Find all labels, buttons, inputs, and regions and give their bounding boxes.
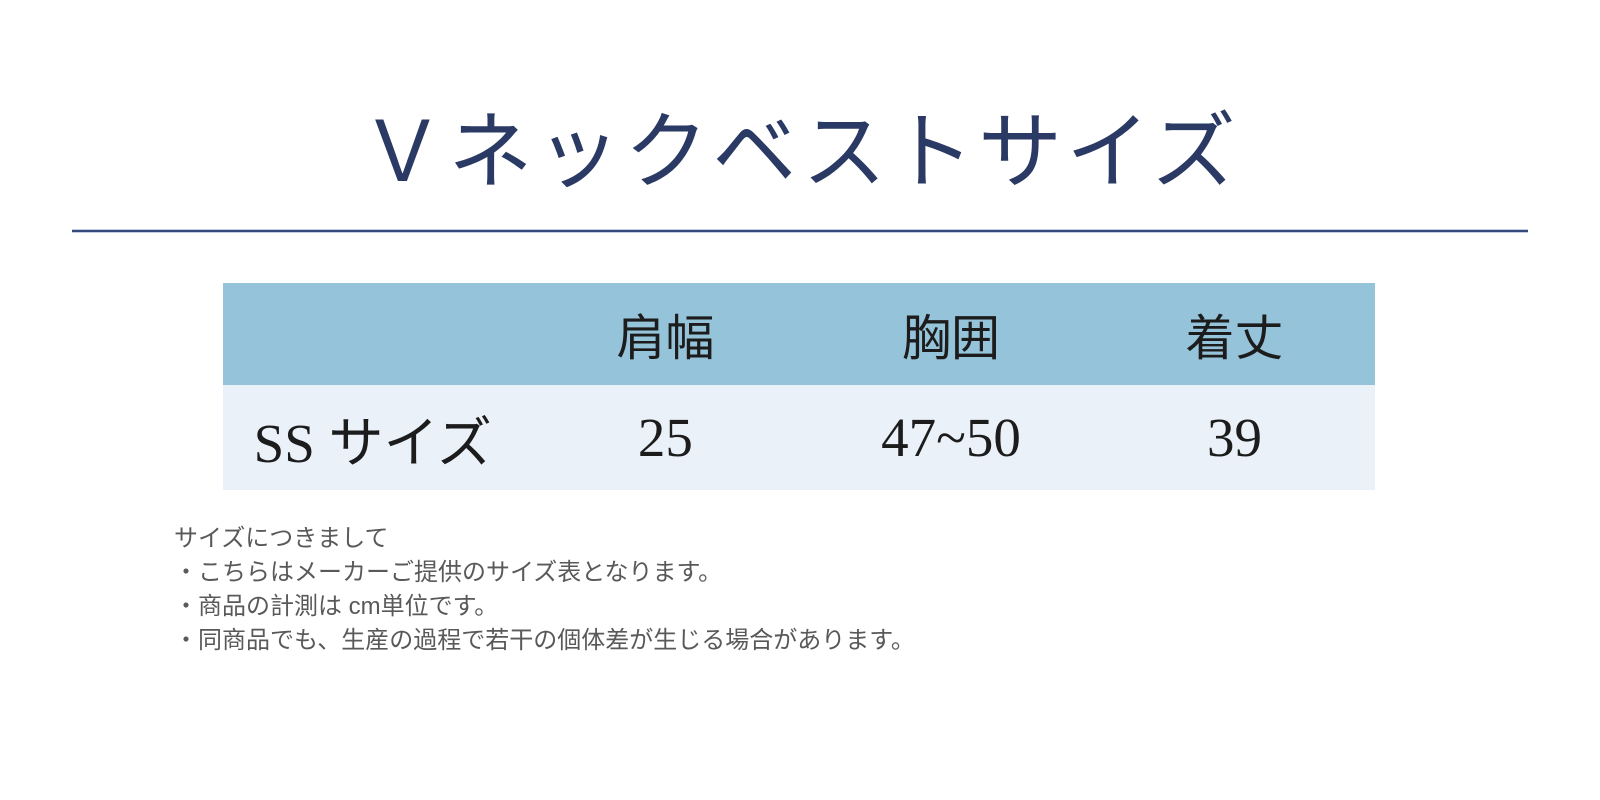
size-label-cell: SS サイズ — [223, 385, 523, 490]
title-divider — [72, 230, 1528, 232]
table-row: SS サイズ 25 47~50 39 — [223, 385, 1375, 490]
size-table-body: SS サイズ 25 47~50 39 — [223, 385, 1375, 490]
note-item-variance: ・同商品でも、生産の過程で若干の個体差が生じる場合があります。 — [174, 627, 915, 654]
note-item-cm-unit: ・商品の計測は cm単位です。 — [174, 593, 499, 620]
header-cell-shoulder-width: 肩幅 — [522, 283, 809, 385]
size-table: 肩幅 胸囲 着丈 SS サイズ 25 47~50 39 — [223, 283, 1375, 490]
header-cell-chest: 胸囲 — [808, 283, 1094, 385]
note-item-manufacturer: ・こちらはメーカーご提供のサイズ表となります。 — [174, 559, 723, 586]
header-cell-length: 着丈 — [1093, 283, 1375, 385]
header-cell-blank — [223, 283, 523, 385]
notes-heading: サイズにつきまして — [174, 525, 389, 552]
page-title: Ｖネックベストサイズ — [360, 107, 1240, 200]
header-row: 肩幅 胸囲 着丈 — [223, 283, 1375, 385]
chest-value-cell: 47~50 — [808, 385, 1094, 490]
size-notes: サイズにつきまして ・こちらはメーカーご提供のサイズ表となります。 ・商品の計測… — [174, 522, 915, 658]
length-value-cell: 39 — [1093, 385, 1375, 490]
shoulder-value-cell: 25 — [522, 385, 809, 490]
size-table-header: 肩幅 胸囲 着丈 — [223, 283, 1375, 385]
